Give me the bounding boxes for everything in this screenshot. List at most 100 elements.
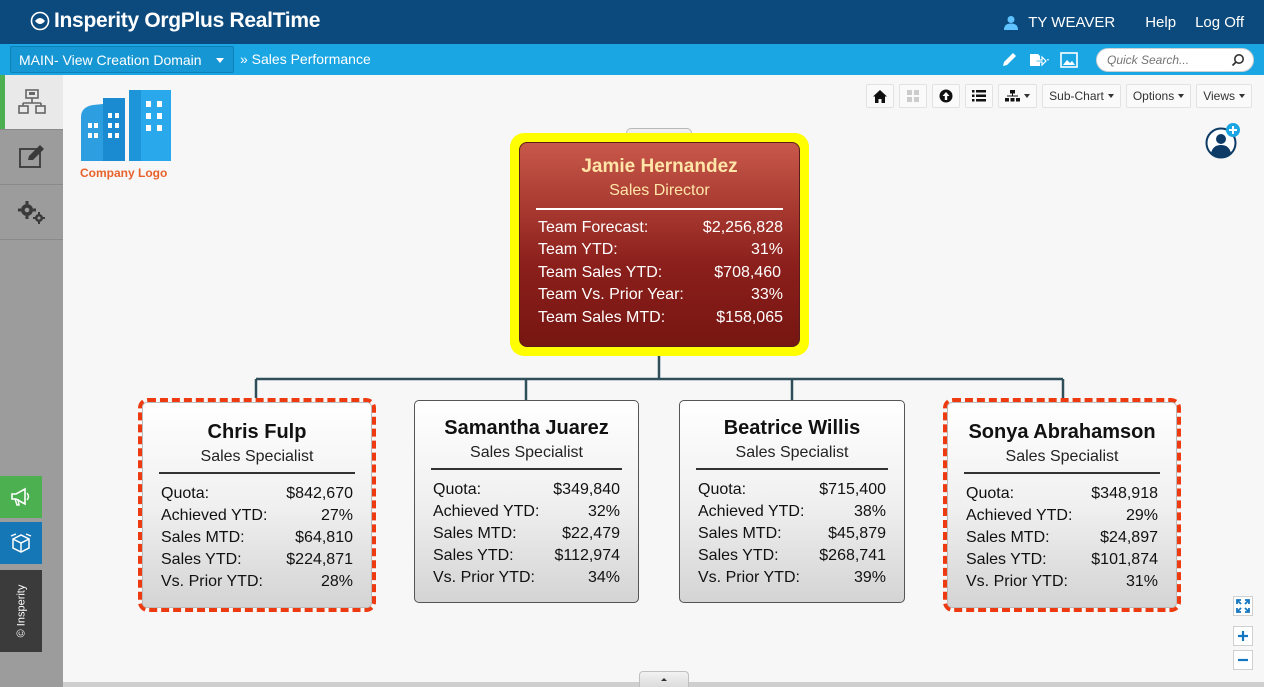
minus-icon (1238, 658, 1248, 662)
card-row-value: 29% (1125, 507, 1158, 524)
quick-search-input[interactable] (1107, 52, 1227, 67)
root-row: Team Sales YTD: $708,460 (536, 262, 783, 284)
card-row-value: 39% (853, 569, 886, 586)
person-card-chris-fulp[interactable]: Chris Fulp Sales Specialist Quota: $842,6… (142, 402, 372, 608)
card-row: Vs. Prior YTD: 39% (696, 567, 888, 589)
card-row-label: Sales MTD: (698, 525, 782, 542)
company-logo-text: Company Logo (80, 166, 168, 180)
root-highlight: Jamie Hernandez Sales Director Team Fore… (510, 133, 809, 356)
card-row: Quota: $348,918 (964, 483, 1160, 505)
quick-search[interactable] (1096, 47, 1254, 72)
root-row-value: $158,065 (716, 308, 783, 326)
root-card[interactable]: Jamie Hernandez Sales Director Team Fore… (519, 142, 800, 347)
person-card-sonya-abrahamson[interactable]: Sonya Abrahamson Sales Specialist Quota:… (947, 402, 1177, 608)
add-person-button[interactable] (1205, 123, 1241, 159)
go-up-button[interactable] (932, 84, 961, 108)
edit-sheet-icon (18, 145, 44, 168)
card-row: Achieved YTD: 38% (696, 501, 888, 523)
zoom-in-button[interactable] (1233, 626, 1253, 646)
person-title: Sales Specialist (735, 444, 849, 461)
arrow-up-circle-icon (939, 89, 953, 103)
root-row-value: $708,460 (714, 263, 781, 281)
card-row-value: $24,897 (1100, 529, 1158, 546)
card-row-value: 32% (587, 503, 620, 520)
app-header: Insperity OrgPlus RealTime TY WEAVER Hel… (0, 0, 1264, 44)
home-icon (873, 89, 888, 103)
person-name: Samantha Juarez (444, 417, 609, 439)
breadcrumb[interactable]: » Sales Performance (240, 51, 371, 67)
rail-orgchart[interactable] (0, 75, 63, 130)
flagged-frame: Sonya Abrahamson Sales Specialist Quota:… (943, 398, 1181, 612)
search-icon[interactable] (1231, 53, 1245, 67)
megaphone-icon (11, 487, 30, 506)
card-row-value: $101,874 (1091, 551, 1158, 568)
help-link[interactable]: Help (1145, 13, 1177, 31)
fit-to-screen-button[interactable] (1233, 596, 1253, 616)
card-divider (159, 472, 355, 474)
user-menu[interactable]: TY WEAVER (1004, 14, 1115, 31)
chart-canvas[interactable]: Sub-Chart Options Views (63, 75, 1264, 687)
chart-toolbar: Sub-Chart Options Views (861, 84, 1252, 108)
pencil-icon (1002, 53, 1016, 66)
zoom-out-button[interactable] (1233, 650, 1253, 670)
card-row: Achieved YTD: 27% (159, 505, 355, 527)
card-row: Sales YTD: $101,874 (964, 549, 1160, 571)
home-button[interactable] (866, 84, 895, 108)
root-title: Sales Director (609, 182, 710, 199)
edit-button[interactable] (994, 44, 1024, 75)
export-button[interactable] (1024, 44, 1054, 75)
subchart-menu[interactable]: Sub-Chart (1042, 84, 1121, 108)
image-view-button[interactable] (1054, 44, 1084, 75)
chevron-down-icon (216, 58, 224, 63)
rail-edit[interactable] (0, 130, 63, 185)
options-menu[interactable]: Options (1125, 84, 1192, 108)
bottom-panel-toggle[interactable] (639, 671, 689, 687)
card-row-label: Vs. Prior YTD: (161, 573, 263, 590)
card-row: Sales MTD: $45,879 (696, 523, 888, 545)
flagged-frame: Chris Fulp Sales Specialist Quota: $842,6… (138, 398, 376, 612)
card-row-label: Vs. Prior YTD: (433, 569, 535, 586)
card-row-value: 34% (587, 569, 620, 586)
root-name: Jamie Hernandez (581, 156, 738, 177)
card-row-value: 28% (320, 573, 353, 590)
chevron-down-icon (1107, 94, 1114, 98)
list-view-button[interactable] (965, 84, 994, 108)
whats-new-button[interactable] (0, 522, 42, 564)
left-rail: © Insperity (0, 75, 63, 687)
person-card-samantha-juarez[interactable]: Samantha Juarez Sales Specialist Quota: $… (414, 400, 639, 603)
card-row: Sales YTD: $112,974 (431, 545, 622, 567)
domain-dropdown-value: MAIN- View Creation Domain (19, 51, 202, 68)
logoff-link[interactable]: Log Off (1195, 13, 1244, 31)
card-row-value: $268,741 (819, 547, 886, 564)
card-row-value: $715,400 (819, 481, 886, 498)
person-card-beatrice-willis[interactable]: Beatrice Willis Sales Specialist Quota: $… (679, 400, 905, 603)
domain-dropdown[interactable]: MAIN- View Creation Domain (10, 46, 234, 73)
grid-layout-icon (907, 90, 920, 102)
card-row-label: Achieved YTD: (698, 503, 805, 520)
hierarchy-button[interactable] (998, 84, 1038, 108)
card-divider (431, 468, 622, 470)
card-row: Achieved YTD: 29% (964, 505, 1160, 527)
root-row: Team YTD: 31% (536, 239, 783, 261)
card-row-label: Achieved YTD: (966, 507, 1073, 524)
card-row-label: Vs. Prior YTD: (698, 569, 800, 586)
card-row-label: Sales YTD: (161, 551, 242, 568)
card-frame: Beatrice Willis Sales Specialist Quota: $… (679, 400, 905, 603)
layout-button[interactable] (899, 84, 928, 108)
card-row-value: 31% (1125, 573, 1158, 590)
hierarchy-icon (1005, 89, 1021, 101)
card-row: Quota: $715,400 (696, 479, 888, 501)
card-divider (964, 472, 1160, 474)
org-chart-icon (17, 89, 46, 114)
expand-icon (1236, 599, 1250, 613)
root-row: Team Sales MTD: $158,065 (536, 307, 783, 329)
root-row-value: 33% (750, 286, 783, 304)
views-menu[interactable]: Views (1196, 84, 1252, 108)
card-row: Vs. Prior YTD: 28% (159, 571, 355, 593)
card-row: Quota: $349,840 (431, 479, 622, 501)
card-row-value: $112,974 (554, 547, 620, 564)
rail-settings[interactable] (0, 185, 63, 240)
app-brand[interactable]: Insperity OrgPlus RealTime (30, 9, 320, 33)
subchart-menu-label: Sub-Chart (1049, 89, 1104, 103)
announcements-button[interactable] (0, 476, 42, 518)
